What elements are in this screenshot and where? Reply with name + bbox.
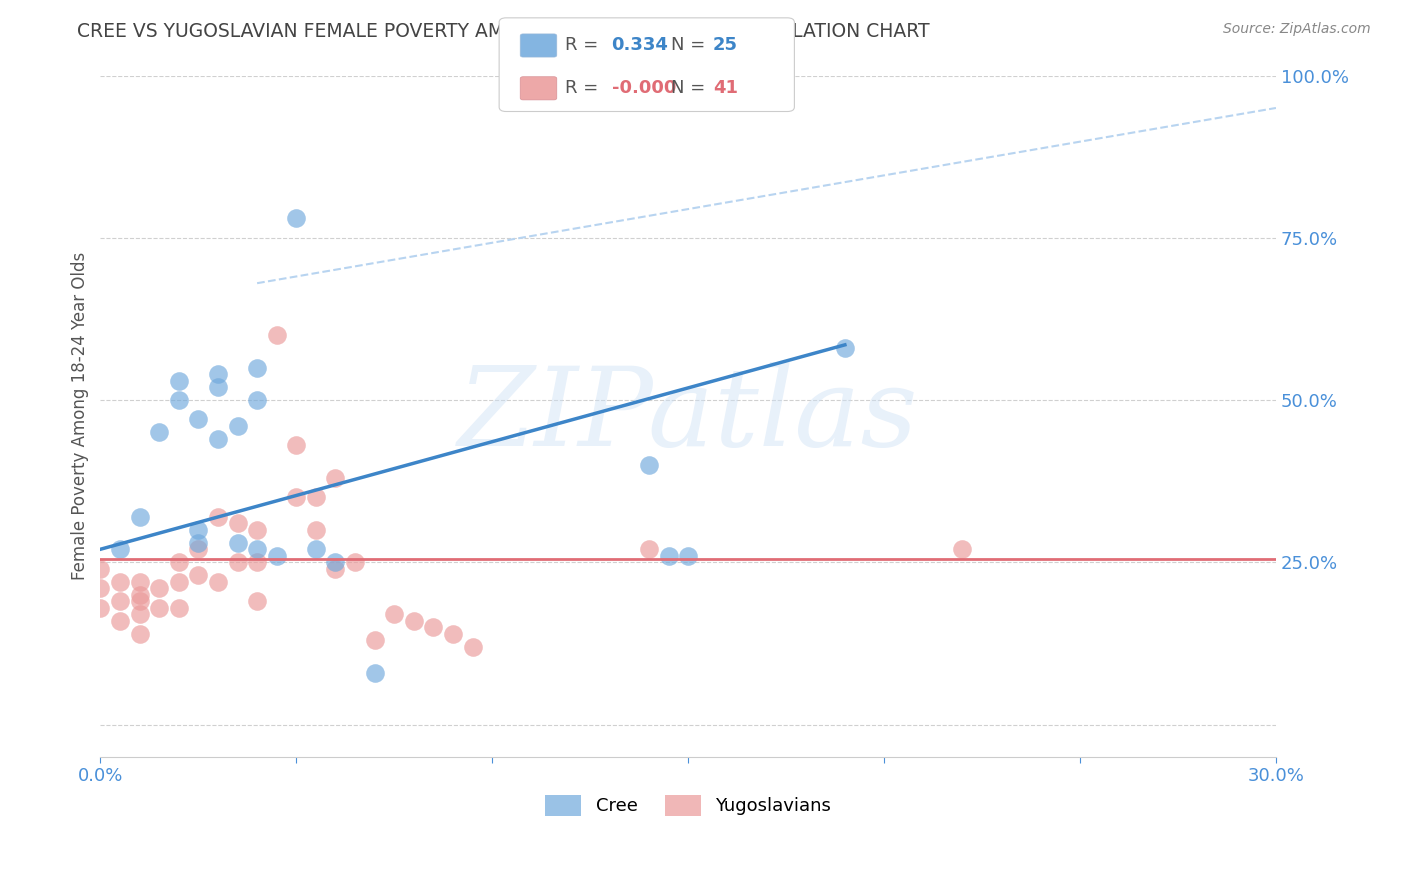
Point xyxy=(325,562,347,576)
Point xyxy=(638,458,661,472)
Point xyxy=(461,640,484,654)
Point xyxy=(834,341,856,355)
Point xyxy=(344,555,367,569)
Point xyxy=(89,581,111,595)
Point xyxy=(226,555,249,569)
Point xyxy=(167,600,190,615)
Point xyxy=(167,392,190,407)
Point xyxy=(207,509,229,524)
Point xyxy=(89,562,111,576)
Point xyxy=(658,549,681,563)
Text: R =: R = xyxy=(565,79,605,97)
Point xyxy=(128,509,150,524)
Point xyxy=(246,555,269,569)
Point xyxy=(167,574,190,589)
Point xyxy=(676,549,699,563)
Point xyxy=(246,523,269,537)
Point xyxy=(187,536,209,550)
Point xyxy=(638,542,661,557)
Point xyxy=(246,542,269,557)
Point xyxy=(167,555,190,569)
Point xyxy=(325,555,347,569)
Point xyxy=(128,626,150,640)
Point xyxy=(285,211,308,226)
Text: 41: 41 xyxy=(713,79,738,97)
Point xyxy=(128,574,150,589)
Point xyxy=(128,588,150,602)
Point xyxy=(226,536,249,550)
Point xyxy=(382,607,405,622)
Point xyxy=(207,380,229,394)
Point xyxy=(363,633,385,648)
Point xyxy=(246,594,269,608)
Point xyxy=(187,412,209,426)
Text: 25: 25 xyxy=(713,37,738,54)
Point xyxy=(108,542,131,557)
Point xyxy=(422,620,444,634)
Point xyxy=(952,542,974,557)
Point xyxy=(148,600,170,615)
Point xyxy=(187,523,209,537)
Point xyxy=(441,626,464,640)
Point xyxy=(207,367,229,381)
Legend: Cree, Yugoslavians: Cree, Yugoslavians xyxy=(538,788,838,823)
Point xyxy=(305,491,328,505)
Point xyxy=(246,392,269,407)
Point xyxy=(89,600,111,615)
Point xyxy=(207,432,229,446)
Point xyxy=(128,607,150,622)
Text: -0.000: -0.000 xyxy=(612,79,676,97)
Text: 0.334: 0.334 xyxy=(612,37,668,54)
Point xyxy=(226,419,249,434)
Text: CREE VS YUGOSLAVIAN FEMALE POVERTY AMONG 18-24 YEAR OLDS CORRELATION CHART: CREE VS YUGOSLAVIAN FEMALE POVERTY AMONG… xyxy=(77,22,929,41)
Point xyxy=(305,542,328,557)
Point xyxy=(246,360,269,375)
Text: ZIPatlas: ZIPatlas xyxy=(458,362,918,470)
Y-axis label: Female Poverty Among 18-24 Year Olds: Female Poverty Among 18-24 Year Olds xyxy=(72,252,89,581)
Point xyxy=(187,542,209,557)
Point xyxy=(266,328,288,343)
Point xyxy=(148,425,170,440)
Point xyxy=(285,491,308,505)
Point xyxy=(148,581,170,595)
Point xyxy=(128,594,150,608)
Text: Source: ZipAtlas.com: Source: ZipAtlas.com xyxy=(1223,22,1371,37)
Point xyxy=(226,516,249,531)
Point xyxy=(108,574,131,589)
Point xyxy=(305,523,328,537)
Text: N =: N = xyxy=(671,37,710,54)
Point xyxy=(363,665,385,680)
Point xyxy=(108,594,131,608)
Point xyxy=(187,568,209,582)
Text: R =: R = xyxy=(565,37,605,54)
Point xyxy=(207,574,229,589)
Point xyxy=(167,374,190,388)
Text: N =: N = xyxy=(671,79,710,97)
Point xyxy=(325,471,347,485)
Point xyxy=(285,438,308,452)
Point xyxy=(108,614,131,628)
Point xyxy=(266,549,288,563)
Point xyxy=(402,614,425,628)
